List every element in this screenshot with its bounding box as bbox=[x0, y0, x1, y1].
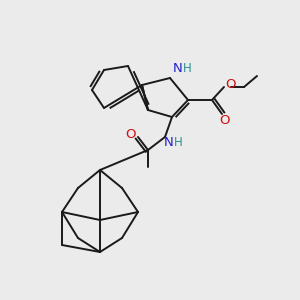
Text: H: H bbox=[174, 136, 182, 149]
Text: H: H bbox=[183, 61, 191, 74]
Text: N: N bbox=[164, 136, 174, 149]
Text: N: N bbox=[173, 61, 183, 74]
Text: O: O bbox=[219, 115, 229, 128]
Text: O: O bbox=[125, 128, 135, 140]
Text: O: O bbox=[226, 77, 236, 91]
